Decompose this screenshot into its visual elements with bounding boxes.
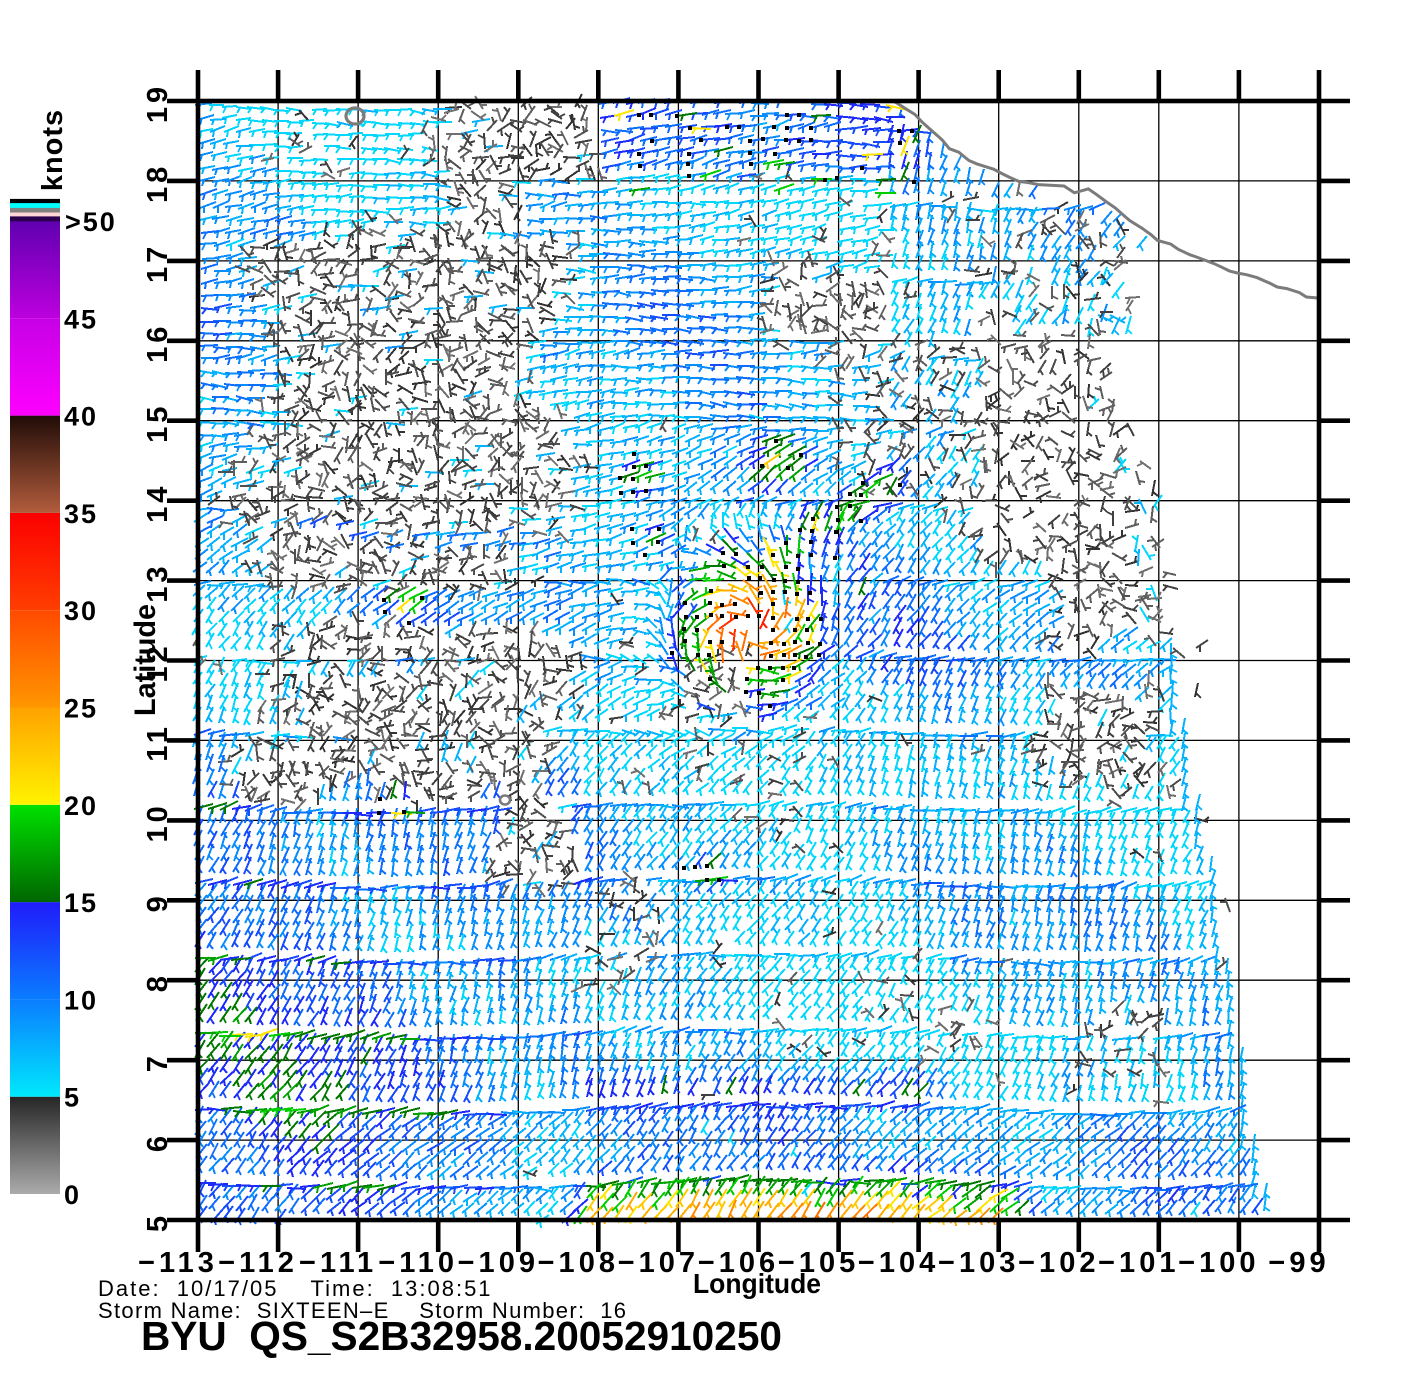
svg-text:Latitude: Latitude [129,604,162,716]
svg-text:12: 12 [142,642,174,682]
svg-text:−100: −100 [1178,1247,1259,1279]
svg-text:−101: −101 [1098,1247,1179,1279]
svg-text:−102: −102 [1018,1247,1099,1279]
svg-text:15: 15 [64,888,98,918]
svg-text:−112: −112 [218,1247,298,1279]
svg-text:−99: −99 [1268,1247,1329,1279]
svg-text:>50: >50 [65,207,117,237]
svg-text:17: 17 [142,243,174,283]
svg-text:14: 14 [142,483,174,523]
svg-text:Storm Name: SIXTEEN–E Stor: Storm Name: SIXTEEN–E Storm Number: 16 [98,1298,628,1323]
svg-text:−105: −105 [778,1247,859,1279]
svg-text:−104: −104 [858,1247,939,1279]
svg-text:−109: −109 [458,1247,539,1279]
svg-text:5: 5 [142,1212,174,1232]
svg-text:−103: −103 [938,1247,1019,1279]
svg-text:−107: −107 [618,1247,699,1279]
svg-text:knots: knots [37,109,69,191]
svg-text:0: 0 [64,1180,81,1210]
svg-text:−110: −110 [378,1247,458,1279]
svg-text:−113: −113 [138,1247,218,1279]
svg-text:10: 10 [64,985,98,1015]
svg-text:8: 8 [142,972,174,992]
svg-text:25: 25 [64,694,98,724]
svg-text:9: 9 [142,892,174,912]
svg-text:6: 6 [142,1132,174,1152]
svg-text:5: 5 [64,1083,81,1113]
svg-text:35: 35 [64,499,98,529]
svg-text:BYU QS_S2B32958.20052910250: BYU QS_S2B32958.20052910250 [141,1313,782,1359]
svg-text:10: 10 [142,802,174,842]
svg-text:Longitude: Longitude [693,1268,821,1299]
svg-text:13: 13 [142,562,174,602]
svg-text:−111: −111 [299,1247,377,1279]
svg-text:40: 40 [64,402,98,432]
svg-text:20: 20 [64,791,98,821]
svg-text:Date: 10/17/05 Time: 13:0: Date: 10/17/05 Time: 13:08:51 [98,1276,493,1301]
svg-text:−108: −108 [538,1247,619,1279]
svg-text:16: 16 [142,323,174,363]
svg-text:19: 19 [142,83,174,123]
svg-text:15: 15 [142,403,174,443]
svg-text:−106: −106 [698,1247,779,1279]
svg-text:18: 18 [142,163,174,203]
svg-text:30: 30 [64,596,98,626]
svg-text:45: 45 [64,304,98,334]
svg-text:11: 11 [142,723,174,762]
svg-text:7: 7 [142,1052,174,1072]
